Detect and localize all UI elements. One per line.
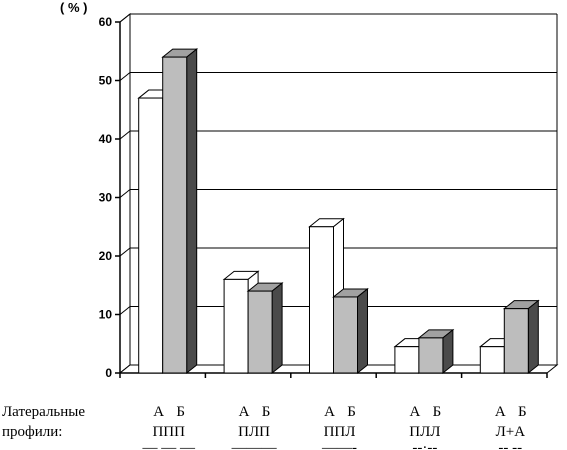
series-letter-Б-4: Б bbox=[518, 404, 527, 420]
bar-Б-Л+А bbox=[503, 308, 529, 374]
y-tick-label-40: 40 bbox=[99, 132, 113, 146]
category-label-1: ПЛП bbox=[238, 424, 270, 440]
bar-Б-ППЛ bbox=[333, 296, 358, 374]
category-pattern-2: ——- bbox=[321, 440, 357, 450]
y-tick-label-50: 50 bbox=[99, 74, 113, 88]
category-pattern-4: -- -- bbox=[498, 440, 522, 450]
bar-Б-ПЛЛ-side bbox=[442, 328, 454, 375]
bar-Б-ПЛП bbox=[247, 290, 273, 374]
category-pattern-0: — — — bbox=[141, 440, 196, 450]
category-label-3: ПЛЛ bbox=[409, 424, 440, 440]
bar-Б-ППП-side bbox=[186, 48, 198, 375]
gridline-side-10 bbox=[119, 306, 131, 315]
y-tick-label-0: 0 bbox=[105, 366, 112, 380]
bar-А-Л+А bbox=[479, 346, 505, 374]
category-label-4: Л+А bbox=[496, 424, 526, 440]
category-axis-label-line-1: Латеральные bbox=[2, 404, 85, 420]
bar-А-ПЛЛ bbox=[394, 346, 420, 374]
y-tick-label-60: 60 bbox=[99, 15, 113, 29]
gridline-side-60 bbox=[119, 13, 131, 23]
bar-Б-ППЛ-side bbox=[357, 287, 368, 375]
category-axis-label: Латеральные профили: bbox=[2, 404, 85, 440]
series-letter-А-0: А bbox=[153, 404, 164, 420]
category-pattern-3: --·-- bbox=[412, 440, 437, 450]
category-pattern-1: ——— bbox=[231, 440, 278, 450]
y-tick-label-10: 10 bbox=[99, 308, 113, 322]
series-letter-А-4: А bbox=[495, 404, 506, 420]
category-label-0: ППП bbox=[152, 424, 185, 440]
series-letter-Б-1: Б bbox=[262, 404, 271, 420]
category-axis-label-line-2: профили: bbox=[2, 424, 62, 440]
bar-Б-ППП bbox=[162, 56, 188, 374]
bar-А-ПЛП bbox=[223, 278, 249, 374]
gridline-side-50 bbox=[119, 72, 131, 81]
bar-Б-ПЛЛ bbox=[418, 337, 444, 374]
gridline-side-20 bbox=[119, 247, 131, 257]
bar-А-ППП bbox=[138, 97, 164, 374]
series-letter-А-3: А bbox=[409, 404, 420, 420]
bar-А-ППЛ bbox=[309, 226, 334, 374]
series-letter-Б-0: Б bbox=[176, 404, 185, 420]
series-letter-А-1: А bbox=[239, 404, 250, 420]
category-label-2: ППЛ bbox=[324, 424, 356, 440]
y-tick-label-20: 20 bbox=[99, 249, 113, 263]
series-letter-Б-2: Б bbox=[347, 404, 356, 420]
series-letter-Б-3: Б bbox=[433, 404, 442, 420]
bar-Б-ПЛП-side bbox=[271, 282, 283, 375]
bar-Б-Л+А-side bbox=[527, 299, 539, 375]
gridline-side-40 bbox=[119, 130, 131, 140]
series-letter-А-2: А bbox=[324, 404, 335, 420]
y-tick-label-30: 30 bbox=[99, 191, 113, 205]
y-axis-label: ( % ) bbox=[60, 0, 87, 15]
gridline-side-30 bbox=[119, 189, 131, 198]
